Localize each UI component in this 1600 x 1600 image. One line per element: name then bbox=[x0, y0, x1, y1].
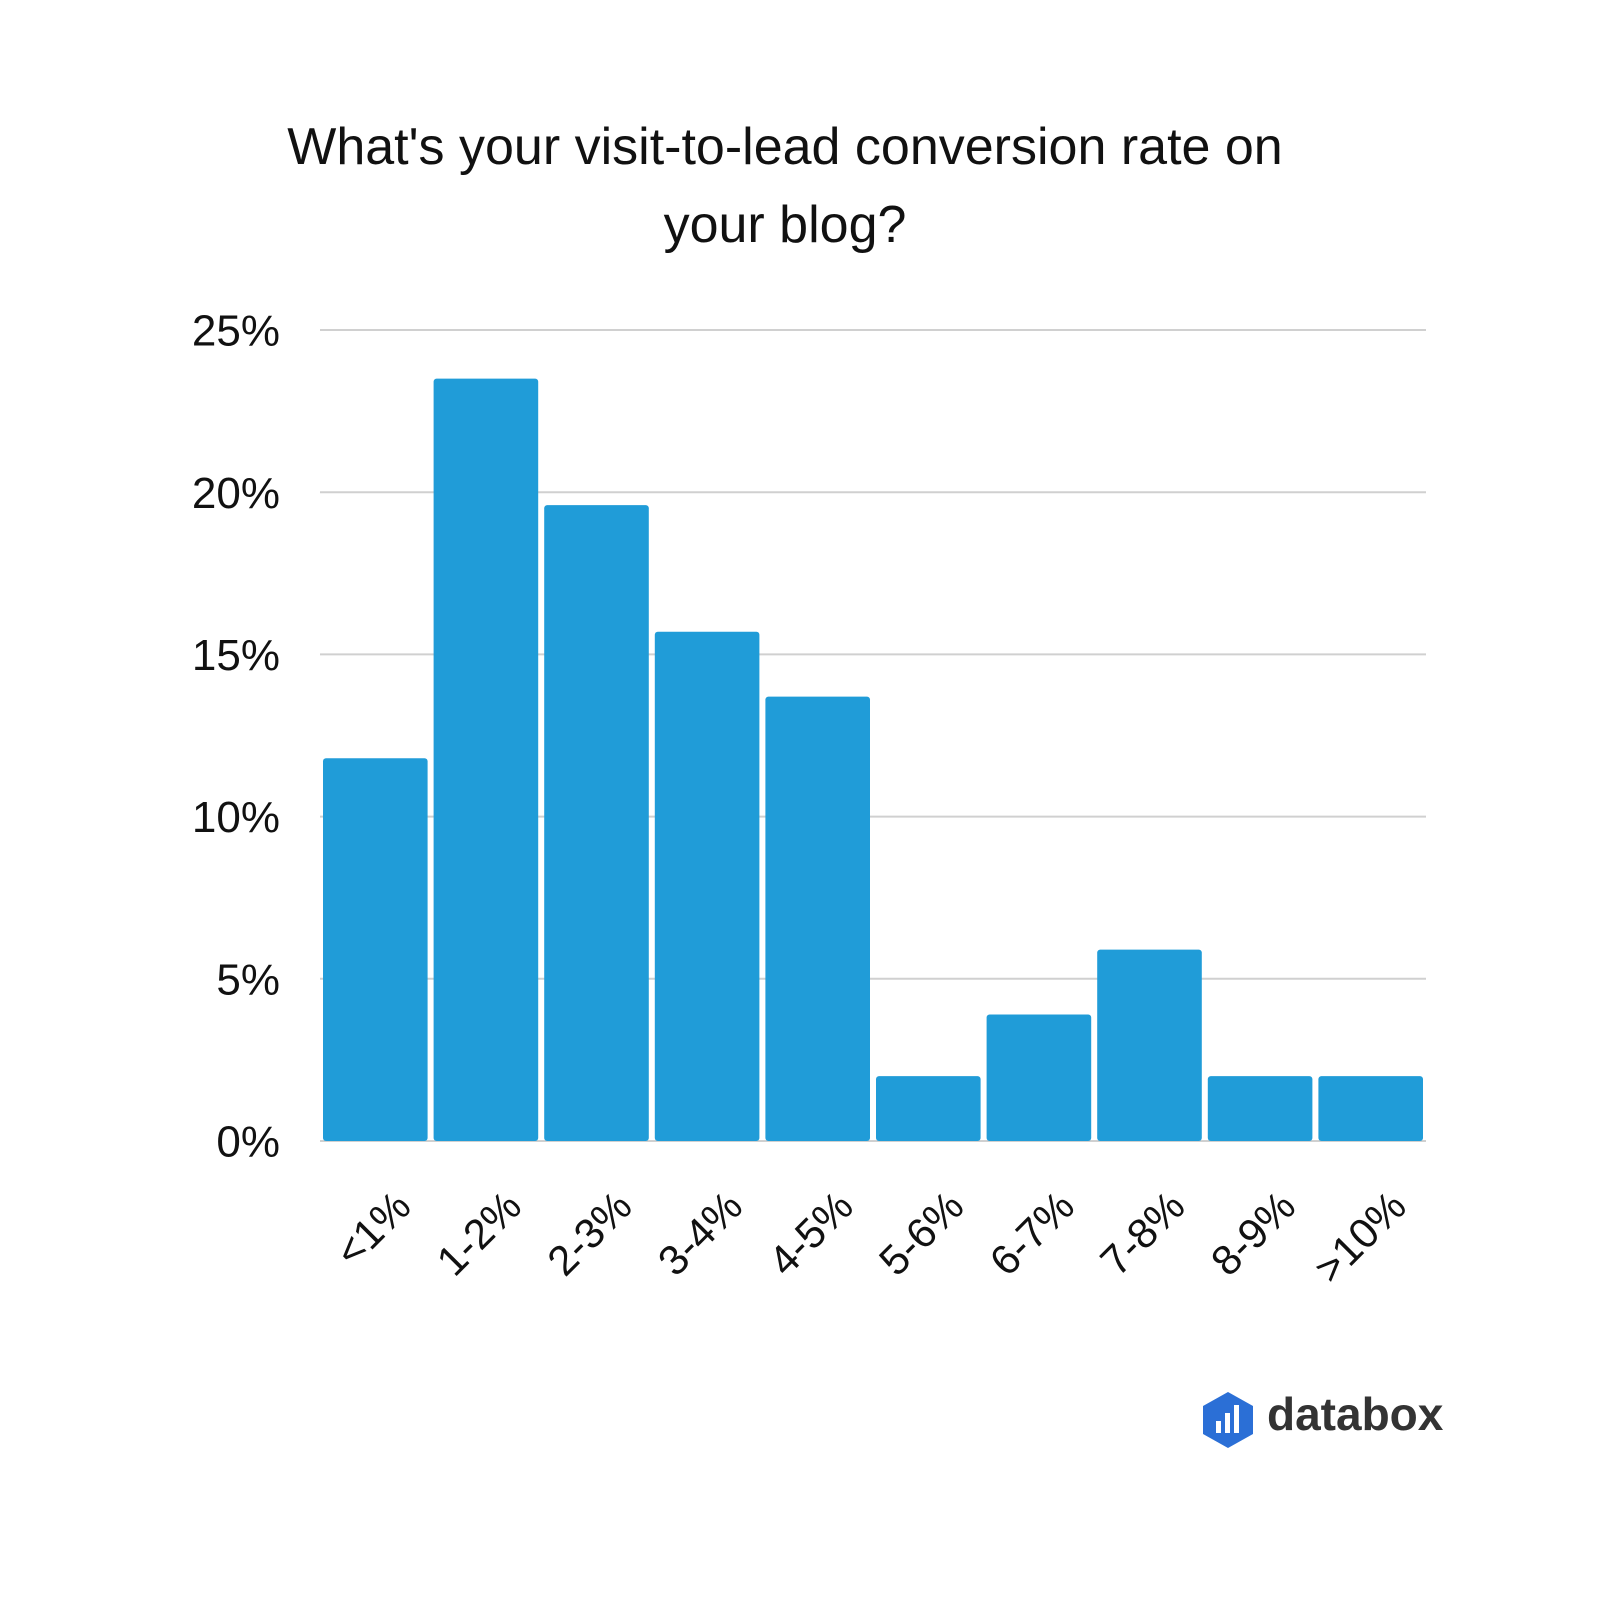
y-tick-label: 15% bbox=[192, 631, 280, 680]
y-tick-label: 0% bbox=[216, 1118, 280, 1167]
brand: databox bbox=[1267, 1388, 1444, 1440]
bar bbox=[1097, 949, 1202, 1141]
logo-icon-bar bbox=[1216, 1421, 1221, 1433]
bar bbox=[876, 1076, 981, 1141]
x-tick-label: 5-6% bbox=[870, 1182, 973, 1285]
x-tick-label: 8-9% bbox=[1202, 1182, 1305, 1285]
bar bbox=[765, 696, 870, 1141]
logo-icon-bar bbox=[1225, 1413, 1230, 1433]
bar bbox=[433, 378, 539, 1141]
x-tick-label: 6-7% bbox=[981, 1182, 1084, 1285]
bar bbox=[544, 505, 649, 1141]
x-tick-label: 3-4% bbox=[649, 1182, 752, 1285]
bar bbox=[323, 758, 428, 1141]
y-tick-label: 10% bbox=[192, 793, 280, 842]
bar bbox=[1318, 1076, 1423, 1141]
chart-title: What's your visit-to-lead conversion rat… bbox=[287, 118, 1283, 254]
x-tick-label: 7-8% bbox=[1091, 1182, 1194, 1285]
bar bbox=[1207, 1076, 1313, 1141]
x-tick-label: >10% bbox=[1305, 1182, 1415, 1292]
x-tick-label: 1-2% bbox=[428, 1182, 531, 1285]
y-tick-label: 25% bbox=[192, 307, 280, 356]
y-tick-label: 5% bbox=[216, 955, 280, 1004]
logo: databox bbox=[1203, 1388, 1444, 1448]
logo-icon-bar bbox=[1234, 1405, 1239, 1433]
bar bbox=[986, 1014, 1092, 1141]
x-tick-label: 2-3% bbox=[538, 1182, 641, 1285]
y-tick-label: 20% bbox=[192, 469, 280, 518]
x-tick-label: <1% bbox=[326, 1182, 420, 1276]
x-tick-label: 4-5% bbox=[759, 1182, 862, 1285]
bar bbox=[654, 631, 760, 1141]
